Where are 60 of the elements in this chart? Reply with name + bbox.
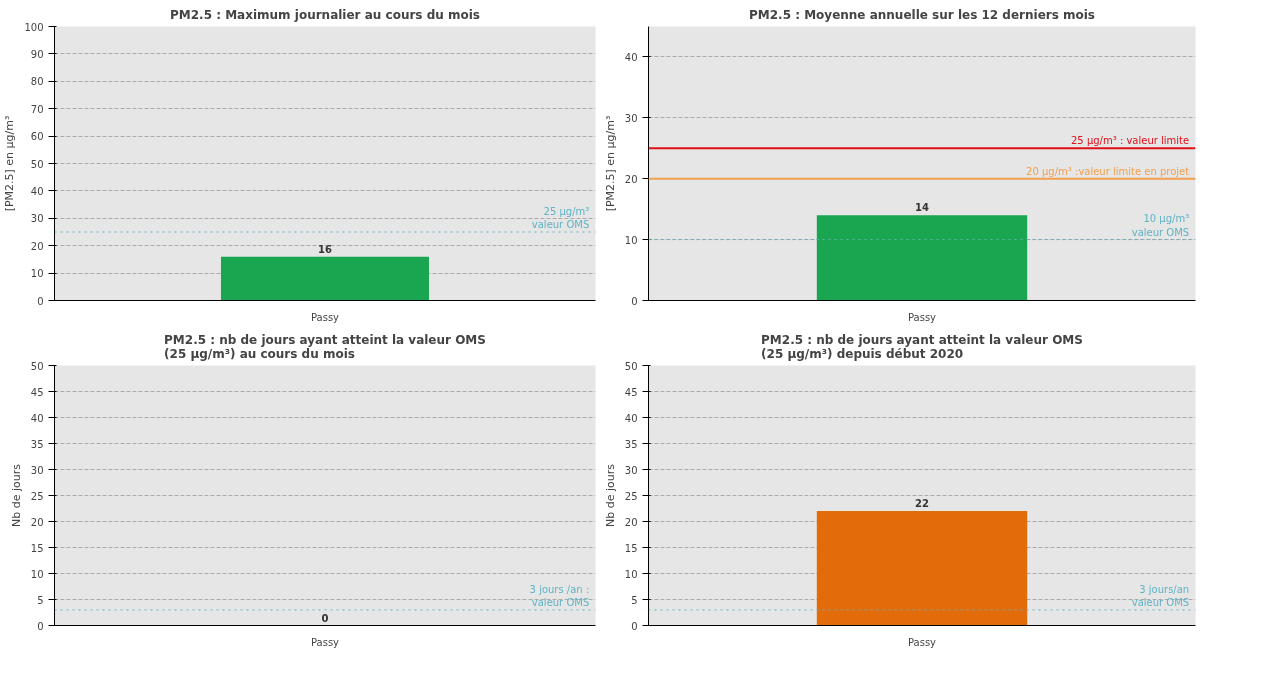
data-label: 22 [915,498,929,510]
y-tick-label: 100 [24,21,44,33]
y-tick-label: 20 [30,240,44,252]
y-tick-label: 15 [30,542,44,554]
chart-title: PM2.5 : Moyenne annuelle sur les 12 derniers mois [748,7,1096,22]
y-tick-label: 0 [37,620,44,632]
y-tick-label: 40 [624,51,638,63]
y-tick-label: 30 [30,464,44,476]
x-tick-label: Passy [907,311,937,323]
y-axis-title: Nb de jours [9,463,23,527]
y-tick-label: 60 [30,131,44,143]
y-tick-label: 35 [30,438,44,450]
y-tick-label: 45 [30,386,44,398]
y-tick-label: 40 [30,412,44,424]
y-tick-label: 35 [624,438,638,450]
y-tick-label: 40 [624,412,638,424]
y-tick-label: 50 [30,360,44,372]
ref-line-label: 3 jours /an : valeur OMS [529,583,590,608]
y-tick-label: 80 [30,76,44,88]
y-axis-title: Nb de jours [603,463,617,527]
y-tick-label: 30 [624,112,638,124]
x-tick-label: Passy [907,636,937,648]
y-tick-label: 0 [37,295,44,307]
y-tick-label: 50 [624,360,638,372]
y-tick-label: 25 [624,490,638,502]
y-tick-label: 10 [30,568,44,580]
data-label: 0 [321,612,329,624]
y-tick-label: 20 [624,516,638,528]
data-label: 16 [318,243,332,255]
y-tick-label: 0 [631,295,638,307]
y-tick-label: 25 [30,490,44,502]
chart-title: PM2.5 : nb de jours ayant atteint la valeur OMS (25 µg/m³) depuis début 2020 [761,332,1083,361]
y-axis-title: [PM2.5] en µg/m³ [3,115,17,212]
y-tick-label: 10 [30,268,44,280]
y-axis-title: [PM2.5] en µg/m³ [603,115,617,212]
y-tick-label: 20 [624,173,638,185]
ref-line-label: 25 µg/m³ valeur OMS [531,205,590,230]
y-tick-label: 10 [624,568,638,580]
y-tick-label: 0 [631,620,638,632]
y-tick-label: 70 [30,103,44,115]
x-tick-label: Passy [310,311,340,323]
y-tick-label: 5 [37,594,44,606]
chart-title: PM2.5 : nb de jours ayant atteint la valeur OMS (25 µg/m³) au cours du mois [164,332,486,361]
y-tick-label: 90 [30,48,44,60]
ref-line-label: 25 µg/m³ : valeur limite [1070,135,1190,147]
y-tick-label: 5 [631,594,638,606]
x-tick-label: Passy [310,636,340,648]
ref-line-label: 10 µg/m³ valeur OMS [1131,213,1190,238]
ref-line-label: 20 µg/m³ :valeur limite en projet [1026,165,1190,177]
y-tick-label: 45 [624,386,638,398]
y-tick-label: 15 [624,542,638,554]
y-tick-label: 30 [624,464,638,476]
chart-title: PM2.5 : Maximum journalier au cours du mois [170,7,480,22]
y-tick-label: 10 [624,234,638,246]
y-tick-label: 20 [30,516,44,528]
y-tick-label: 30 [30,213,44,225]
y-tick-label: 50 [30,158,44,170]
data-label: 14 [915,202,929,214]
y-tick-label: 40 [30,185,44,197]
ref-line-label: 3 jours/an valeur OMS [1131,583,1190,608]
